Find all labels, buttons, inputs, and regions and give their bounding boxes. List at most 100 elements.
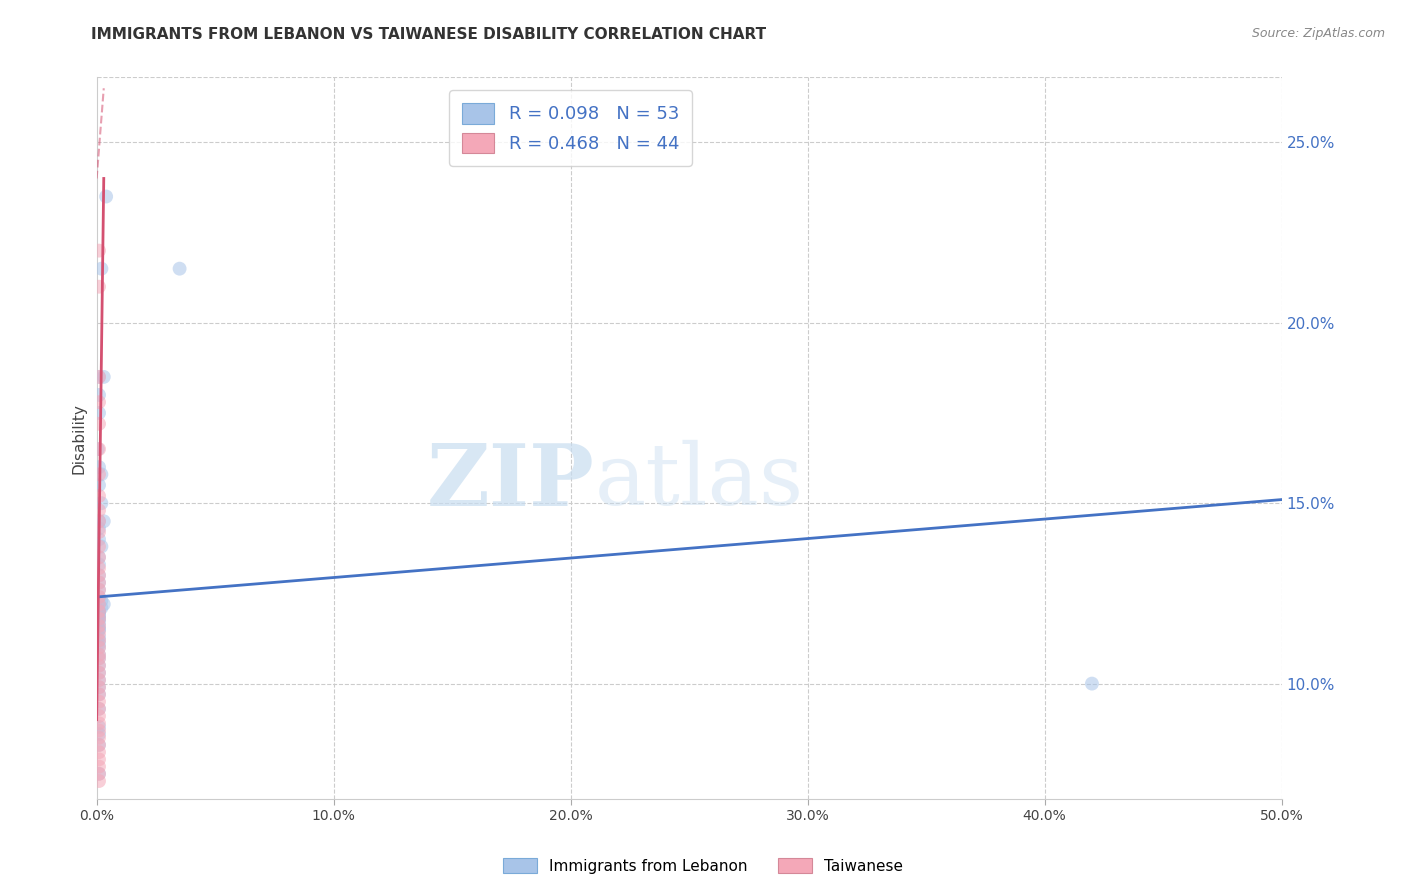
Point xyxy=(87,640,110,655)
Text: IMMIGRANTS FROM LEBANON VS TAIWANESE DISABILITY CORRELATION CHART: IMMIGRANTS FROM LEBANON VS TAIWANESE DIS… xyxy=(91,27,766,42)
Point xyxy=(87,752,110,766)
Point xyxy=(93,370,115,384)
Point xyxy=(87,524,110,539)
Text: atlas: atlas xyxy=(595,440,803,523)
Point xyxy=(87,619,110,633)
Point xyxy=(93,597,115,611)
Point xyxy=(87,774,110,789)
Point xyxy=(87,612,110,626)
Point xyxy=(87,540,110,554)
Point xyxy=(87,623,110,637)
Point xyxy=(87,665,110,680)
Point xyxy=(87,478,110,492)
Point xyxy=(87,680,110,694)
Point xyxy=(87,550,110,565)
Point xyxy=(87,633,110,648)
Text: ZIP: ZIP xyxy=(426,440,595,524)
Point xyxy=(87,720,110,734)
Point xyxy=(87,582,110,597)
Point xyxy=(87,658,110,673)
Point xyxy=(90,540,112,554)
Point xyxy=(87,651,110,665)
Point xyxy=(90,593,112,607)
Point xyxy=(87,558,110,572)
Text: Source: ZipAtlas.com: Source: ZipAtlas.com xyxy=(1251,27,1385,40)
Point xyxy=(87,582,110,597)
Point xyxy=(87,467,110,482)
Point xyxy=(87,521,110,535)
Point xyxy=(87,695,110,709)
Point xyxy=(87,745,110,759)
Point xyxy=(87,623,110,637)
Point xyxy=(87,648,110,662)
Point xyxy=(87,680,110,694)
Point xyxy=(87,503,110,517)
Point xyxy=(87,688,110,702)
Point xyxy=(87,651,110,665)
Point xyxy=(87,575,110,590)
Point xyxy=(94,189,117,203)
Point xyxy=(87,688,110,702)
Point xyxy=(87,514,110,528)
Point xyxy=(87,417,110,431)
Point xyxy=(87,575,110,590)
Point xyxy=(93,514,115,528)
Point xyxy=(90,496,112,510)
Point xyxy=(87,637,110,651)
Point xyxy=(87,723,110,738)
Legend: Immigrants from Lebanon, Taiwanese: Immigrants from Lebanon, Taiwanese xyxy=(498,852,908,880)
Point xyxy=(87,615,110,630)
Point xyxy=(87,766,110,780)
Point xyxy=(87,533,110,547)
Point xyxy=(1081,676,1104,690)
Point xyxy=(87,406,110,420)
Point xyxy=(87,626,110,640)
Point xyxy=(87,738,110,752)
Point xyxy=(87,709,110,723)
Point xyxy=(87,550,110,565)
Point xyxy=(87,244,110,258)
Point xyxy=(87,612,110,626)
Point xyxy=(87,738,110,752)
Point xyxy=(90,467,112,482)
Point xyxy=(87,759,110,773)
Point xyxy=(87,648,110,662)
Point xyxy=(87,590,110,604)
Point xyxy=(87,370,110,384)
Point xyxy=(87,604,110,618)
Point xyxy=(87,665,110,680)
Point xyxy=(87,442,110,456)
Point xyxy=(87,633,110,648)
Point xyxy=(87,673,110,687)
Point xyxy=(87,590,110,604)
Point xyxy=(87,597,110,611)
Point xyxy=(90,261,112,276)
Point xyxy=(87,442,110,456)
Point xyxy=(87,727,110,741)
Point xyxy=(87,608,110,623)
Point xyxy=(169,261,191,276)
Point xyxy=(87,568,110,582)
Point xyxy=(87,640,110,655)
Y-axis label: Disability: Disability xyxy=(72,403,86,474)
Point xyxy=(87,658,110,673)
Point xyxy=(87,561,110,575)
Point xyxy=(87,716,110,731)
Point xyxy=(87,514,110,528)
Point xyxy=(87,608,110,623)
Point xyxy=(87,619,110,633)
Point xyxy=(87,702,110,716)
Point xyxy=(87,766,110,780)
Point xyxy=(87,604,110,618)
Point xyxy=(87,702,110,716)
Point xyxy=(87,388,110,402)
Point xyxy=(87,630,110,644)
Point xyxy=(90,600,112,615)
Point xyxy=(87,604,110,618)
Point xyxy=(87,568,110,582)
Point xyxy=(87,279,110,293)
Legend: R = 0.098   N = 53, R = 0.468   N = 44: R = 0.098 N = 53, R = 0.468 N = 44 xyxy=(450,90,692,166)
Point xyxy=(87,370,110,384)
Point xyxy=(87,612,110,626)
Point xyxy=(87,673,110,687)
